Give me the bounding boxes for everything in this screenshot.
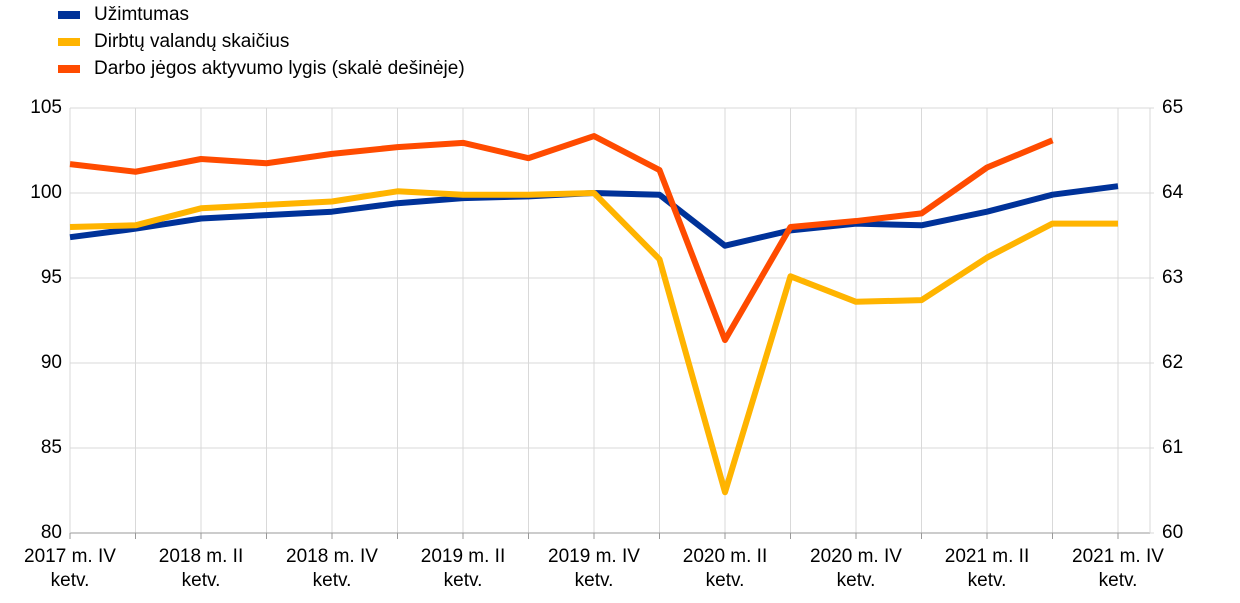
y2-tick-label: 60 — [1162, 522, 1183, 543]
y-tick-label: 95 — [41, 267, 62, 288]
x-tick-label: 2020 m. II ketv. — [682, 546, 768, 591]
y-tick-label: 90 — [41, 352, 62, 373]
x-tick-label: 2017 m. IV ketv. — [24, 546, 116, 591]
y-tick-label: 85 — [41, 437, 62, 458]
legend-label: Dirbtų valandų skaičius — [94, 31, 289, 52]
series-line — [69, 188, 1118, 496]
y-tick-label: 80 — [41, 522, 62, 543]
legend-swatch — [58, 11, 80, 19]
y2-tick-label: 62 — [1162, 352, 1183, 373]
y-tick-label: 105 — [30, 97, 62, 118]
x-tick-label: 2021 m. IV ketv. — [1072, 546, 1164, 591]
y2-tick-label: 64 — [1162, 182, 1184, 203]
legend-swatch — [58, 38, 80, 46]
legend-swatch — [58, 65, 80, 73]
x-tick-label: 2018 m. II ketv. — [158, 546, 244, 591]
y2-tick-label: 65 — [1162, 97, 1183, 118]
x-tick-label: 2018 m. IV ketv. — [286, 546, 378, 591]
x-tick-label: 2019 m. IV ketv. — [548, 546, 640, 591]
legend-label: Darbo jėgos aktyvumo lygis (skalė dešinė… — [94, 58, 465, 79]
x-tick-label: 2019 m. II ketv. — [420, 546, 506, 591]
legend-label: Užimtumas — [94, 4, 189, 25]
y2-tick-label: 63 — [1162, 267, 1183, 288]
x-tick-label: 2020 m. IV ketv. — [810, 546, 902, 591]
series-line — [69, 133, 1054, 344]
y2-tick-label: 61 — [1162, 437, 1183, 458]
x-tick-label: 2021 m. II ketv. — [944, 546, 1030, 591]
y-tick-label: 100 — [30, 182, 62, 203]
